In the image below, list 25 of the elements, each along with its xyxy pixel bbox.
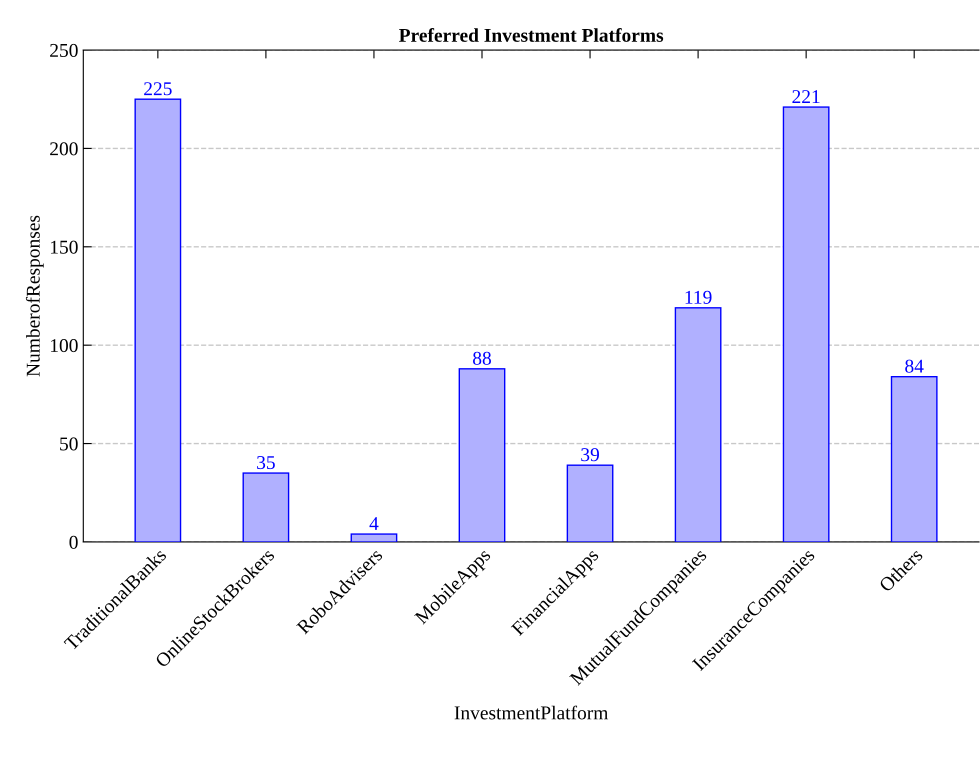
data-label: 84 [905,360,924,373]
y-tick-label: 250 [50,44,78,57]
bar [350,533,398,542]
data-label: 35 [257,456,275,470]
y-tick-label: 0 [69,536,78,549]
data-label: 39 [581,448,599,462]
y-axis-title: NumberofResponses [26,216,44,376]
data-label: 88 [473,352,491,365]
bar [890,376,938,542]
data-label: 4 [369,517,379,530]
x-axis-title: InvestmentPlatform [454,706,608,720]
y-tick-label: 100 [50,338,78,352]
bar [566,464,614,542]
y-tick-label: 50 [60,437,78,450]
chart-title: Preferred Investment Platforms [399,28,664,42]
data-label: 225 [144,82,172,96]
bar [458,368,506,542]
bar [242,472,290,542]
data-label: 221 [792,90,820,103]
data-label: 119 [686,290,712,304]
bar [674,307,722,542]
bar [782,106,830,542]
y-tick-label: 150 [50,240,78,254]
bar [134,98,182,542]
y-tick-label: 200 [50,142,78,156]
